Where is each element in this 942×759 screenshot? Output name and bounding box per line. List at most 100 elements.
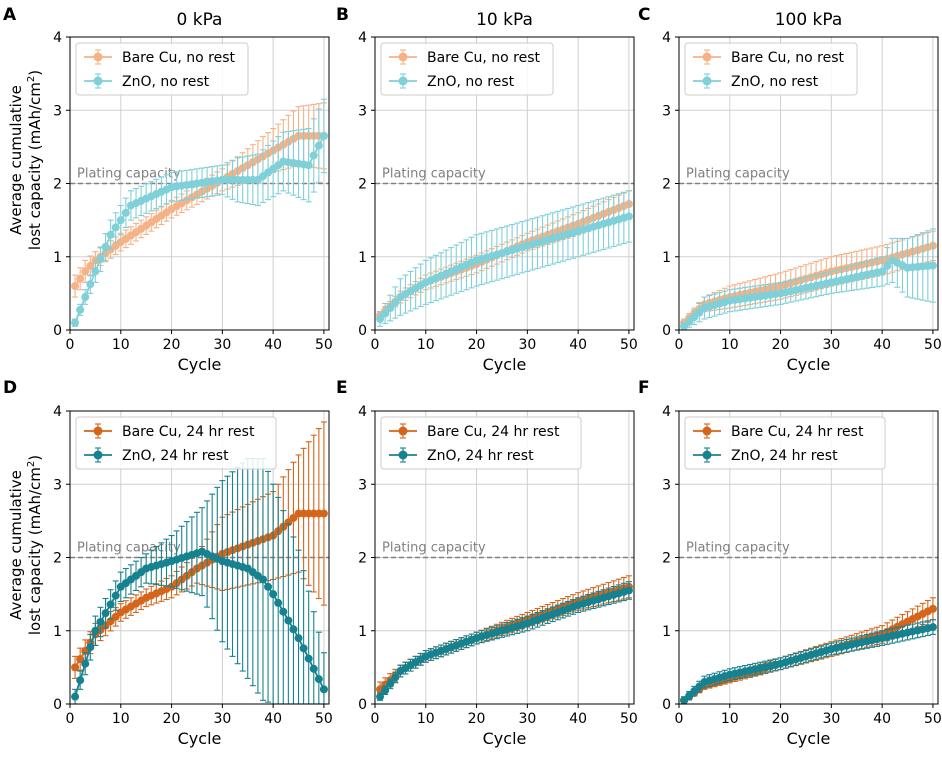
- y-tick-label: 0: [662, 323, 671, 339]
- x-tick-label: 30: [518, 337, 536, 353]
- x-tick-label: 30: [213, 711, 231, 727]
- data-point: [121, 208, 130, 217]
- panel-C: C 100 kPa Plating capacity 0 10 20 30 40 50 0 1 2 3 4…: [638, 5, 942, 374]
- data-point: [96, 617, 105, 626]
- data-point: [878, 267, 887, 276]
- legend-marker-point: [398, 450, 408, 460]
- x-axis-label: Cycle: [787, 355, 831, 374]
- x-tick-label: 30: [822, 337, 840, 353]
- series-zno: [376, 190, 633, 327]
- x-tick-label: 10: [112, 337, 130, 353]
- y-tick-label: 3: [662, 103, 671, 119]
- plating-capacity-label: Plating capacity: [382, 541, 486, 556]
- data-point: [294, 634, 303, 643]
- y-tick-label: 0: [358, 697, 367, 713]
- legend-box: [380, 42, 554, 96]
- legend-marker-point: [702, 450, 712, 460]
- data-point: [319, 509, 328, 518]
- x-tick-label: 10: [417, 711, 435, 727]
- data-point: [685, 691, 694, 700]
- x-tick-label: 10: [417, 337, 435, 353]
- data-point: [376, 692, 385, 701]
- plating-capacity-label: Plating capacity: [686, 541, 790, 556]
- data-point: [391, 673, 400, 682]
- x-axis-label: Cycle: [178, 355, 222, 374]
- y-axis-label-top: Average cumulative lost capacity (mAh/cm…: [7, 70, 44, 250]
- x-tick-label: 40: [569, 711, 587, 727]
- data-point: [386, 679, 395, 688]
- data-point: [81, 659, 90, 668]
- panel-A: A 0 kPa Plating capacity 0 10 20 30 40 50 0 1 2 3 4 Cy…: [3, 5, 333, 374]
- data-point: [624, 586, 633, 595]
- data-point: [71, 282, 80, 291]
- y-tick-label: 3: [662, 477, 671, 493]
- data-point: [101, 609, 110, 618]
- panel-D: D Plating capacity 0 10 20 30 40 50 0 1 2 3 4 Cycle Ba…: [3, 378, 333, 748]
- y-tick-label: 1: [53, 624, 62, 640]
- legend: Bare Cu, no rest ZnO, no rest: [684, 42, 858, 96]
- legend-marker-point: [93, 426, 103, 436]
- y-tick-label: 0: [358, 323, 367, 339]
- x-tick-label: 0: [66, 711, 75, 727]
- x-tick-label: 30: [213, 337, 231, 353]
- x-tick-label: 0: [675, 337, 684, 353]
- x-axis-label: Cycle: [483, 729, 527, 748]
- data-point: [376, 315, 385, 324]
- panel-title: 10 kPa: [476, 10, 533, 30]
- x-tick-label: 50: [620, 337, 638, 353]
- data-point: [91, 626, 100, 635]
- x-tick-label: 50: [620, 711, 638, 727]
- data-point: [695, 308, 704, 317]
- x-tick-label: 20: [468, 337, 486, 353]
- y-tick-label: 2: [358, 177, 367, 193]
- data-point: [269, 590, 278, 599]
- data-point: [111, 223, 120, 232]
- panel-letter: D: [3, 378, 17, 398]
- x-tick-label: 50: [924, 337, 942, 353]
- data-point: [381, 309, 390, 318]
- plating-capacity-label: Plating capacity: [77, 167, 181, 182]
- y-tick-label: 1: [53, 250, 62, 266]
- panel-B: B 10 kPa Plating capacity 0 10 20 30 40 50 0 1 2 3 4 C…: [336, 5, 638, 374]
- data-point: [81, 293, 90, 302]
- panel-letter: C: [638, 5, 650, 25]
- x-tick-label: 40: [264, 711, 282, 727]
- data-point: [86, 280, 95, 289]
- data-point: [309, 151, 318, 160]
- data-point: [86, 643, 95, 652]
- y-axis-label-line1: Average cumulative: [7, 85, 25, 235]
- y-tick-label: 4: [53, 404, 62, 420]
- series-zno: [71, 98, 328, 327]
- x-axis-label: Cycle: [483, 355, 527, 374]
- data-point: [91, 267, 100, 276]
- y-axis-label-line2: lost capacity (mAh/cm2): [26, 70, 44, 250]
- y-tick-label: 4: [662, 404, 671, 420]
- y-tick-label: 0: [53, 323, 62, 339]
- data-point: [71, 318, 80, 327]
- y-tick-label: 4: [53, 30, 62, 46]
- data-point: [279, 607, 288, 616]
- y-axis-label-line1: Average cumulative: [7, 470, 25, 620]
- y-tick-label: 4: [358, 404, 367, 420]
- y-tick-label: 1: [662, 624, 671, 640]
- y-tick-label: 2: [662, 551, 671, 567]
- legend-marker-point: [93, 52, 103, 62]
- x-tick-label: 30: [822, 711, 840, 727]
- data-point: [685, 317, 694, 326]
- x-tick-label: 20: [772, 711, 790, 727]
- data-point: [116, 216, 125, 225]
- legend: Bare Cu, 24 hr rest ZnO, 24 hr rest: [380, 416, 582, 470]
- data-point: [391, 298, 400, 307]
- legend-label: Bare Cu, no rest: [427, 50, 540, 66]
- data-point: [76, 274, 85, 283]
- data-point: [381, 686, 390, 695]
- data-point: [289, 625, 298, 634]
- x-tick-label: 40: [264, 337, 282, 353]
- data-point: [680, 696, 689, 705]
- data-point: [76, 305, 85, 314]
- panel-letter: B: [336, 5, 349, 25]
- legend-marker-point: [398, 76, 408, 86]
- data-point: [86, 261, 95, 270]
- legend-label: ZnO, 24 hr rest: [427, 448, 534, 464]
